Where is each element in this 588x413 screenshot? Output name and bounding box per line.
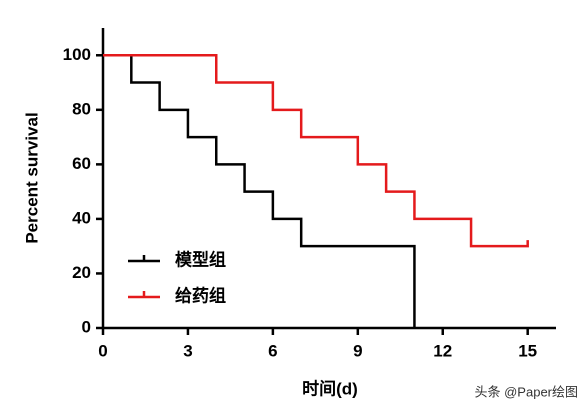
y-tick-label: 60: [72, 154, 91, 173]
x-axis-label: 时间(d): [302, 378, 358, 398]
x-tick-label: 12: [433, 341, 452, 360]
y-tick-label: 20: [72, 263, 91, 282]
survival-line: [103, 54, 416, 328]
survival-line: [103, 54, 529, 248]
x-tick-label: 3: [183, 341, 192, 360]
watermark: 头条 @Paper绘图: [475, 384, 579, 399]
x-tick-label: 9: [353, 341, 362, 360]
y-tick-label: 0: [82, 317, 91, 336]
legend-symbol: [128, 255, 160, 263]
y-tick-label: 100: [63, 45, 91, 64]
legend-label: 模型组: [175, 249, 226, 269]
x-tick-label: 0: [98, 341, 107, 360]
legend-label: 给药组: [175, 285, 226, 305]
y-tick-label: 80: [72, 99, 91, 118]
y-axis-label: Percent survival: [22, 112, 41, 243]
y-tick-label: 40: [72, 208, 91, 227]
x-tick-label: 6: [268, 341, 277, 360]
x-tick-label: 15: [518, 341, 537, 360]
legend-symbol: [128, 291, 160, 299]
